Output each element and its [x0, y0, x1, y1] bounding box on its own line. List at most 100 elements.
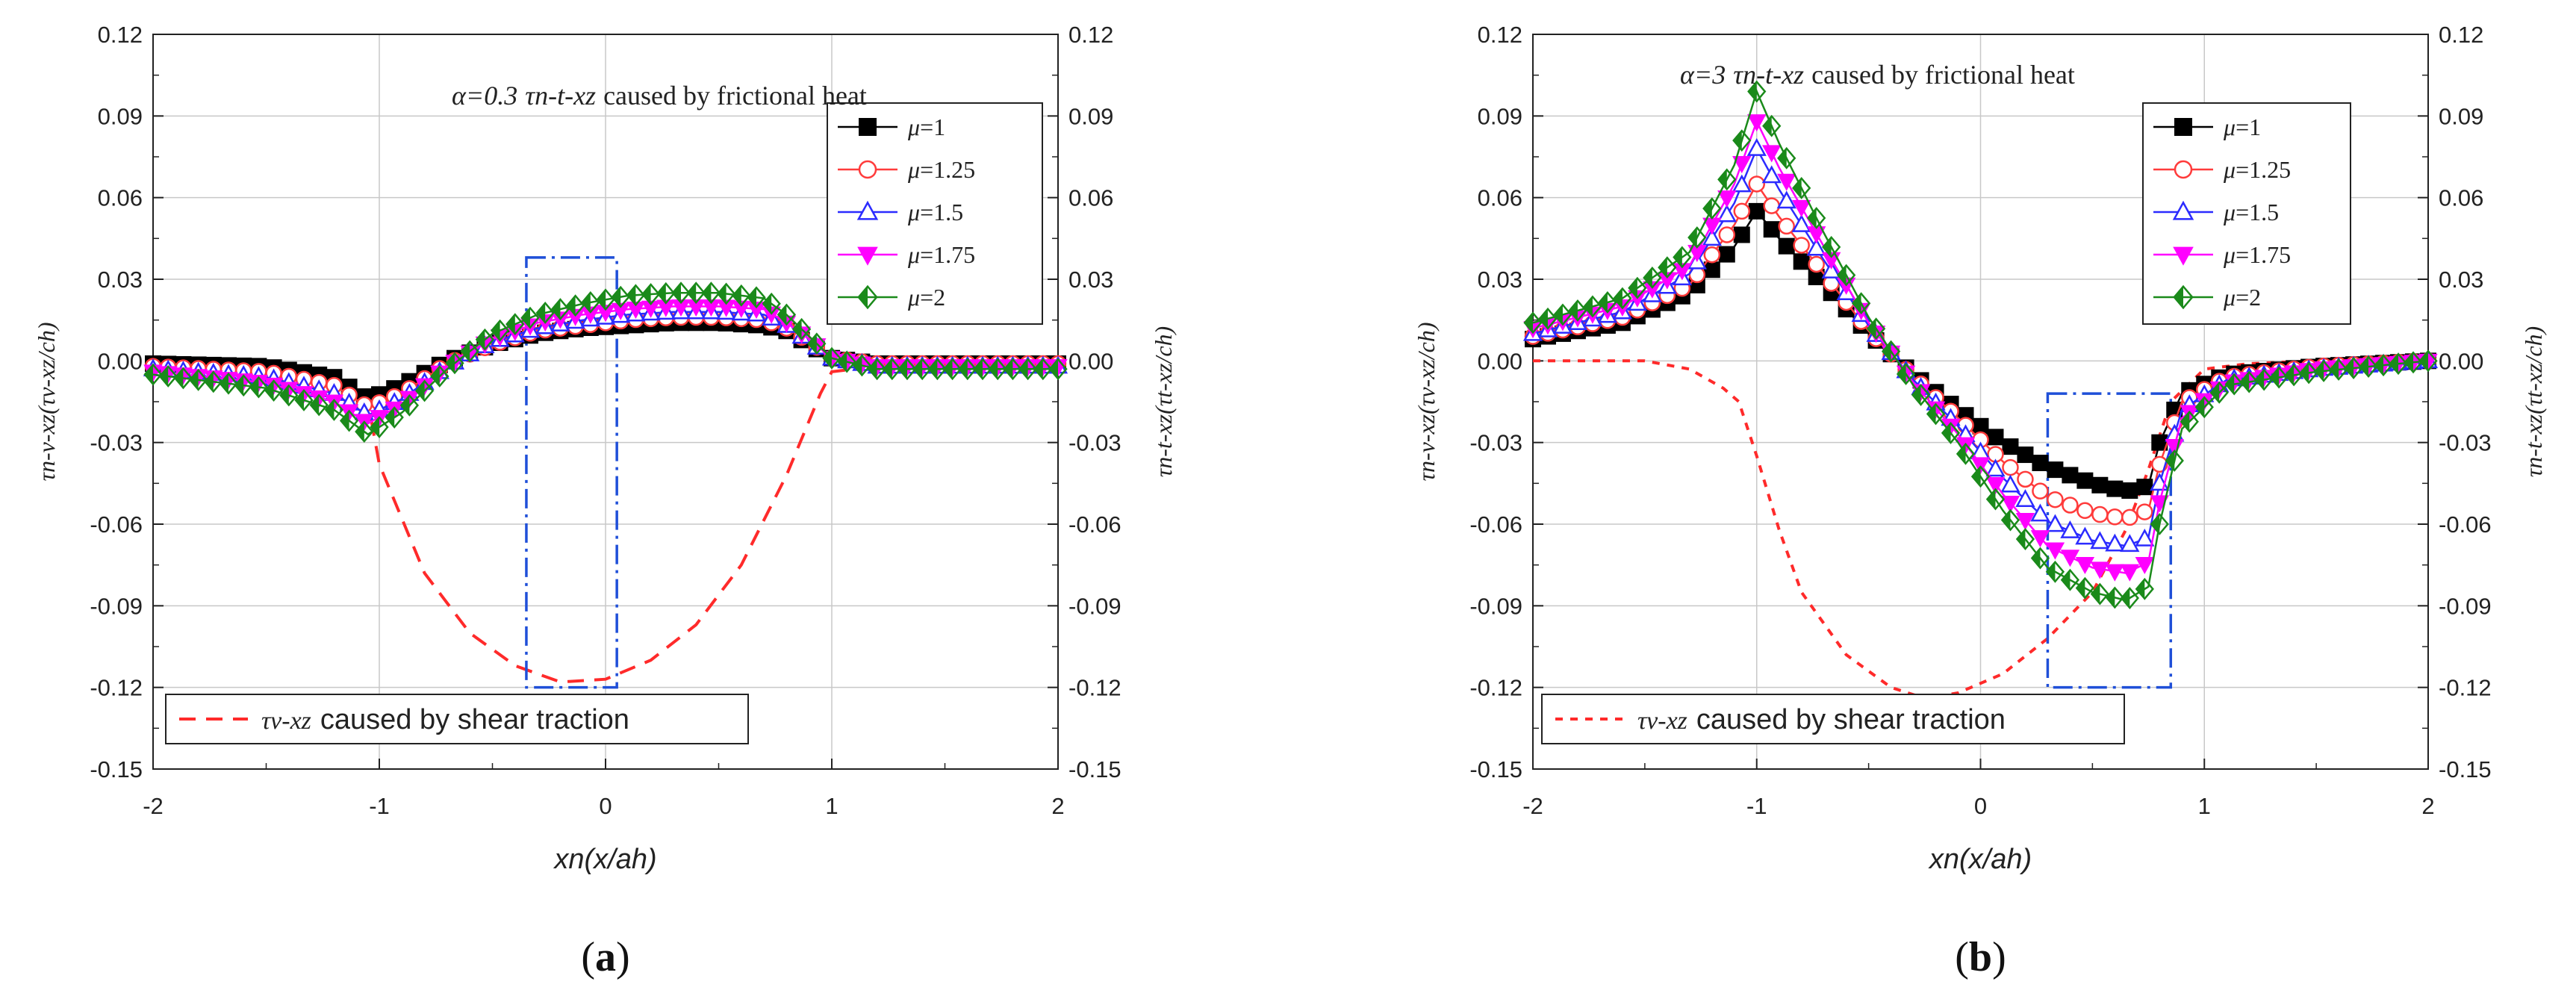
y-tick-label-right: -0.15: [1068, 756, 1121, 782]
data-point: [1003, 358, 1023, 381]
data-point: [445, 352, 464, 375]
chart-b: 0.12 0.12 0.09 0.09 0.06 0.06 0.03 0.03 0.00 0.00…: [1413, 22, 2547, 980]
data-point: [1807, 207, 1826, 229]
data-point: [143, 363, 163, 386]
data-point: [158, 365, 178, 388]
data-point: [927, 358, 948, 381]
y-tick-label-left: 0.12: [1478, 22, 1522, 48]
data-point: [611, 285, 630, 308]
x-tick-label: 0: [1974, 793, 1987, 819]
x-tick-label: -1: [1746, 793, 1767, 819]
y-tick-label-left: -0.09: [90, 593, 143, 619]
data-point: [2120, 587, 2139, 609]
shear-legend-label: τv-xz caused by shear traction: [1637, 704, 2006, 735]
data-point: [520, 306, 540, 329]
data-point: [2045, 542, 2065, 560]
data-point: [2121, 508, 2138, 526]
data-point: [2000, 508, 2020, 532]
series-5: [1523, 80, 2438, 609]
data-point: [2194, 396, 2214, 419]
data-point: [2090, 582, 2110, 606]
data-point: [852, 354, 872, 377]
data-point: [2060, 520, 2080, 538]
data-point: [1643, 281, 1662, 299]
x-tick-label: -2: [1522, 793, 1543, 819]
data-point: [1717, 204, 1737, 223]
data-point: [2017, 470, 2034, 488]
legend-marker: [857, 284, 878, 310]
legend-item-5: μ=2: [838, 284, 945, 311]
y-tick-label-right: 0.03: [1068, 267, 1113, 293]
legend-item-3: μ=1.5: [2153, 199, 2279, 225]
legend-marker: [858, 160, 877, 179]
chart-a: 0.12 0.12 0.09 0.09 0.06 0.06 0.03 0.03 0.00 0.00…: [33, 22, 1177, 980]
x-ticks: -2 -1 0 1 2: [1522, 759, 2435, 819]
legend-item-5: μ=2: [2153, 284, 2261, 311]
y-tick-label-right: -0.12: [2439, 675, 2492, 701]
data-point: [2091, 505, 2109, 523]
data-point: [2017, 446, 2034, 464]
data-point: [264, 379, 284, 402]
data-point: [1791, 214, 1811, 232]
data-point: [370, 416, 389, 438]
data-point: [1985, 477, 2006, 495]
data-point: [1732, 156, 1752, 174]
data-point: [1987, 429, 2004, 446]
y-tick-label-right: -0.09: [1068, 593, 1121, 619]
y-tick-label-right: 0.06: [1068, 185, 1113, 211]
data-point: [686, 281, 706, 305]
data-point: [2136, 503, 2153, 520]
legend-item-1: μ=1: [2153, 113, 2261, 140]
legend-frame: [827, 102, 1043, 325]
y-tick-label-right: 0.09: [1068, 103, 1113, 129]
y-tick-label-left: 0.12: [98, 22, 143, 48]
y-tick-label-left: -0.03: [1469, 430, 1522, 456]
y-tick-label-right: -0.03: [2439, 430, 2492, 456]
shear-legend-label: τv-xz caused by shear traction: [261, 704, 629, 735]
data-point: [1793, 237, 1810, 254]
data-point: [1956, 442, 1976, 465]
legend-marker: [2172, 200, 2194, 220]
legend: μ=1 μ=1.25 μ=1.5 μ=1.75 μ=2: [2142, 102, 2351, 325]
data-point: [1718, 246, 1735, 263]
data-point: [2239, 370, 2259, 393]
legend-marker: [856, 200, 879, 220]
y-tick-label-left: -0.15: [1469, 756, 1522, 782]
data-point: [2032, 455, 2049, 471]
data-point: [1793, 253, 1810, 270]
data-point: [791, 317, 812, 340]
x-tick-label: 2: [1051, 793, 1064, 819]
y-axis-label-left: τn-v-xz(τv-xz/ch): [1413, 323, 1440, 482]
data-point: [2091, 476, 2109, 494]
x-tick-label: 0: [599, 793, 612, 819]
data-point: [385, 406, 404, 429]
data-point: [942, 358, 962, 381]
data-point: [1703, 261, 1720, 278]
y-tick-label-right: 0.00: [1068, 348, 1113, 374]
legend-marker: [2174, 160, 2193, 179]
data-point: [1733, 202, 1751, 220]
data-point: [2075, 556, 2095, 575]
data-point: [1778, 217, 1795, 235]
data-point: [414, 379, 435, 402]
data-point: [2314, 360, 2333, 382]
data-point: [1985, 488, 2006, 511]
shear-legend-frame: [165, 694, 749, 744]
data-point: [2000, 474, 2020, 493]
data-point: [2030, 503, 2050, 522]
y-tick-label-right: -0.06: [1068, 511, 1121, 538]
x-axis-label: xn(x/ah): [1928, 844, 2032, 875]
data-point: [2389, 352, 2408, 376]
data-point: [988, 358, 1007, 381]
data-point: [505, 313, 525, 336]
data-point: [2062, 467, 2079, 484]
data-point: [1851, 292, 1871, 315]
data-point: [2135, 556, 2155, 575]
data-point: [2000, 495, 2020, 514]
data-point: [234, 374, 253, 397]
data-point: [1523, 311, 1543, 334]
data-point: [2015, 489, 2035, 507]
y-tick-label-right: 0.12: [1068, 22, 1113, 48]
data-point: [1658, 256, 1677, 279]
data-point: [2150, 513, 2169, 535]
